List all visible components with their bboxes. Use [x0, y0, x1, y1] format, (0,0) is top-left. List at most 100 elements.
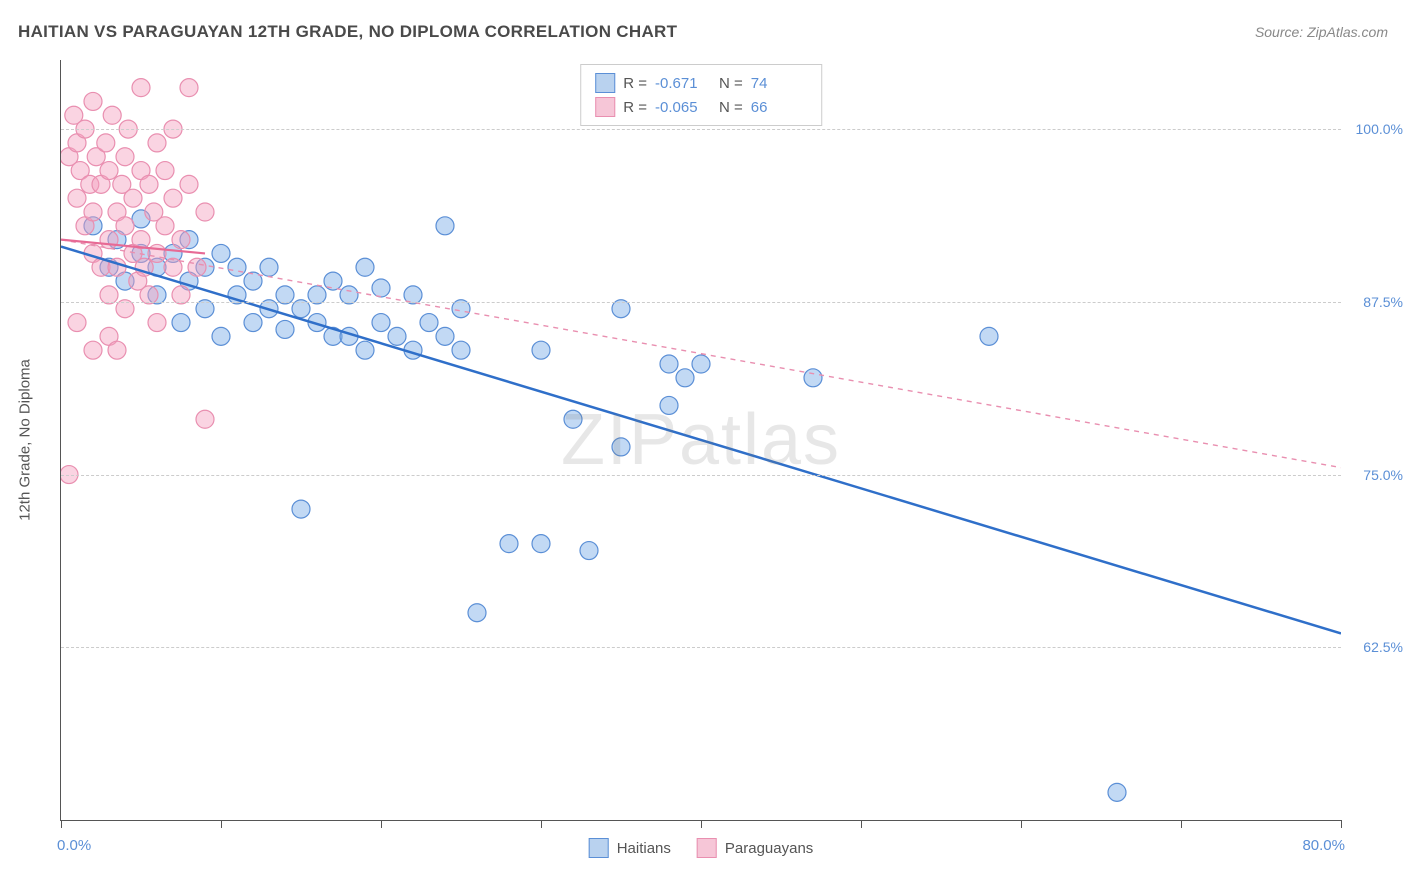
x-axis-min-label: 0.0% — [57, 837, 91, 854]
data-point — [324, 272, 342, 290]
legend-label: Paraguayans — [725, 840, 813, 857]
legend-item: Paraguayans — [697, 838, 813, 858]
data-point — [436, 327, 454, 345]
data-point — [108, 341, 126, 359]
data-point — [532, 341, 550, 359]
gridline — [61, 302, 1341, 303]
data-point — [172, 314, 190, 332]
chart-svg — [61, 60, 1341, 820]
data-point — [100, 162, 118, 180]
data-point — [692, 355, 710, 373]
data-point — [388, 327, 406, 345]
data-point — [180, 175, 198, 193]
data-point — [212, 327, 230, 345]
data-point — [164, 189, 182, 207]
data-point — [212, 244, 230, 262]
data-point — [148, 314, 166, 332]
n-label: N = — [719, 75, 743, 92]
data-point — [372, 279, 390, 297]
x-tick — [1341, 820, 1342, 828]
data-point — [420, 314, 438, 332]
data-point — [676, 369, 694, 387]
x-tick — [861, 820, 862, 828]
legend-label: Haitians — [617, 840, 671, 857]
data-point — [84, 203, 102, 221]
x-tick — [381, 820, 382, 828]
data-point — [564, 410, 582, 428]
x-tick — [541, 820, 542, 828]
r-value-series2: -0.065 — [655, 99, 711, 116]
y-axis-title: 12th Grade, No Diploma — [17, 359, 34, 521]
data-point — [188, 258, 206, 276]
data-point — [156, 162, 174, 180]
gridline — [61, 129, 1341, 130]
data-point — [1108, 783, 1126, 801]
swatch-paraguayans — [595, 97, 615, 117]
data-point — [116, 148, 134, 166]
data-point — [660, 355, 678, 373]
data-point — [116, 217, 134, 235]
legend-item: Haitians — [589, 838, 671, 858]
n-value-series2: 66 — [751, 99, 807, 116]
data-point — [148, 134, 166, 152]
data-point — [84, 92, 102, 110]
data-point — [196, 410, 214, 428]
data-point — [84, 341, 102, 359]
data-point — [97, 134, 115, 152]
regression-line — [61, 247, 1341, 634]
data-point — [196, 203, 214, 221]
data-point — [140, 175, 158, 193]
r-label: R = — [623, 99, 647, 116]
x-tick — [701, 820, 702, 828]
data-point — [500, 535, 518, 553]
data-point — [356, 258, 374, 276]
x-tick — [221, 820, 222, 828]
legend-swatch — [589, 838, 609, 858]
x-axis-max-label: 80.0% — [1302, 837, 1345, 854]
r-value-series1: -0.671 — [655, 75, 711, 92]
data-point — [356, 341, 374, 359]
data-point — [180, 79, 198, 97]
data-point — [228, 258, 246, 276]
data-point — [156, 217, 174, 235]
data-point — [372, 314, 390, 332]
data-point — [580, 542, 598, 560]
stats-row-series2: R = -0.065 N = 66 — [595, 95, 807, 119]
data-point — [124, 189, 142, 207]
n-value-series1: 74 — [751, 75, 807, 92]
data-point — [260, 258, 278, 276]
x-tick — [1181, 820, 1182, 828]
correlation-stats-box: R = -0.671 N = 74 R = -0.065 N = 66 — [580, 64, 822, 126]
data-point — [132, 79, 150, 97]
n-label: N = — [719, 99, 743, 116]
data-point — [612, 438, 630, 456]
gridline — [61, 475, 1341, 476]
x-tick — [61, 820, 62, 828]
y-tick-label: 87.5% — [1363, 294, 1403, 310]
data-point — [436, 217, 454, 235]
stats-row-series1: R = -0.671 N = 74 — [595, 71, 807, 95]
legend-swatch — [697, 838, 717, 858]
r-label: R = — [623, 75, 647, 92]
data-point — [172, 231, 190, 249]
data-point — [452, 341, 470, 359]
y-tick-label: 75.0% — [1363, 467, 1403, 483]
data-point — [68, 314, 86, 332]
data-point — [804, 369, 822, 387]
swatch-haitians — [595, 73, 615, 93]
data-point — [660, 396, 678, 414]
data-point — [468, 604, 486, 622]
plot-area: 12th Grade, No Diploma ZIPatlas R = -0.6… — [60, 60, 1341, 821]
bottom-legend: Haitians Paraguayans — [589, 838, 814, 858]
x-tick — [1021, 820, 1022, 828]
y-tick-label: 100.0% — [1356, 121, 1403, 137]
data-point — [103, 106, 121, 124]
y-tick-label: 62.5% — [1363, 639, 1403, 655]
gridline — [61, 647, 1341, 648]
source-attribution: Source: ZipAtlas.com — [1255, 24, 1388, 40]
data-point — [532, 535, 550, 553]
data-point — [276, 320, 294, 338]
data-point — [980, 327, 998, 345]
chart-title: HAITIAN VS PARAGUAYAN 12TH GRADE, NO DIP… — [18, 22, 677, 42]
data-point — [68, 189, 86, 207]
